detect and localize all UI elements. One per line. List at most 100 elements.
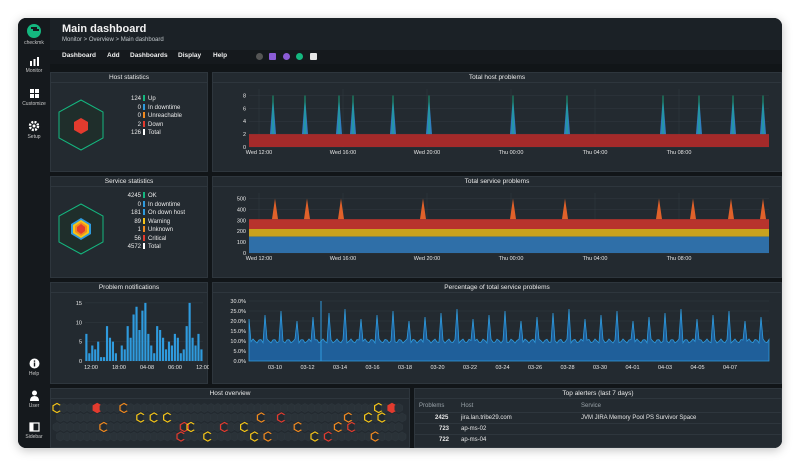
problem-notifications-chart[interactable]: 0 5 10 15 12:00 18:00 04-08 06:00 12:00: [51, 295, 209, 385]
service-problems-panel: Total service problems 0 100 200 300 400 500 W…: [212, 176, 782, 278]
menu-help[interactable]: Help: [213, 52, 228, 59]
cube-icon[interactable]: [282, 53, 290, 60]
sidebar-item-label: Setup: [27, 134, 41, 140]
sidebar-item-help[interactable]: Help: [18, 358, 50, 377]
bar: [97, 341, 100, 361]
sidebar: checkmk Monitor Customize Setup He: [18, 18, 50, 448]
percentage-chart[interactable]: 0.0% 5.0% 10.0% 15.0% 20.0% 25.0% 30.0% 03-10 03…: [213, 295, 782, 385]
host-overview-grid[interactable]: [51, 401, 411, 448]
x-tick-label: 03-22: [463, 365, 477, 371]
refresh-icon[interactable]: [296, 53, 304, 60]
menu-bar: Dashboard Add Dashboards Display Help: [50, 50, 782, 64]
table-row[interactable]: 723 ap-ms-02: [415, 423, 781, 434]
table-row[interactable]: 2425 jira.lan.tribe29.com JVM JIRA Memor…: [415, 412, 781, 423]
x-tick-label: 03-14: [333, 365, 347, 371]
area-series-percentage: [248, 308, 770, 362]
host-hex-problem: [179, 421, 189, 433]
x-tick-label: 04-07: [723, 365, 737, 371]
x-tick-label: Thu 08:00: [667, 150, 692, 156]
sidebar-item-setup[interactable]: Setup: [18, 120, 50, 140]
bar: [156, 326, 159, 361]
table-header: Problems Host Service: [415, 401, 781, 412]
stat-row-in-downtime[interactable]: 0 In downtime: [137, 200, 181, 208]
stat-row-up[interactable]: 124 Up: [130, 95, 156, 102]
menu-dashboards[interactable]: Dashboards: [130, 52, 168, 59]
spike-mark: [760, 198, 766, 220]
y-tick-label: 6: [243, 106, 246, 112]
stat-row-ok[interactable]: 4245 OK: [127, 192, 157, 199]
menu-add[interactable]: Add: [107, 52, 120, 59]
y-tick-label: 20.0%: [230, 319, 246, 325]
host-hex: [143, 412, 152, 423]
checkmk-logo-icon: [27, 24, 41, 38]
sidebar-item-label: Monitor: [25, 68, 43, 74]
problem-notifications-panel: Problem notifications 0 5 10 15 12:00 18:00 04…: [50, 282, 209, 385]
sidebar-item-customize[interactable]: Customize: [18, 88, 50, 107]
col-service[interactable]: Service: [581, 403, 602, 409]
bar: [176, 337, 179, 361]
gear-icon: [28, 120, 40, 132]
table-row[interactable]: 722 ap-ms-04: [415, 434, 781, 445]
breadcrumb[interactable]: Monitor > Overview > Main dashboard: [62, 37, 164, 43]
stat-row-total[interactable]: 4572 Total: [127, 243, 161, 250]
y-tick-label: 5.0%: [233, 349, 246, 355]
service-problems-chart[interactable]: 0 100 200 300 400 500 Wed 12:00 Wed 16:00 Wed 20…: [213, 189, 782, 279]
bar: [200, 349, 203, 361]
y-tick-label: 400: [237, 207, 246, 213]
bar-chart-icon: [29, 57, 39, 66]
service-hexagon: [58, 203, 104, 255]
app-window: checkmk Monitor Customize Setup He: [18, 18, 782, 448]
sidebar-item-user[interactable]: User: [18, 390, 50, 409]
y-tick-label: 300: [237, 218, 246, 224]
sidebar-item-sidebar[interactable]: Sidebar: [18, 422, 50, 440]
spike-mark: [338, 198, 344, 220]
bar: [100, 357, 103, 361]
stat-row-down[interactable]: 2 Down: [137, 120, 164, 128]
host-problems-chart[interactable]: 0 2 4 6 8 Wed 12:00 Wed 16:00 Wed 20:00 Thu 00:0…: [213, 85, 782, 173]
bar: [150, 345, 153, 361]
stat-row-total[interactable]: 126 Total: [130, 129, 161, 136]
panel-title: Host statistics: [51, 74, 207, 83]
menu-display[interactable]: Display: [178, 52, 202, 59]
bar: [144, 302, 147, 361]
checkmk-logo[interactable]: checkmk: [18, 24, 50, 46]
stat-row-critical[interactable]: 56 Critical: [134, 234, 167, 242]
x-tick-label: 04-03: [658, 365, 672, 371]
warning-icon[interactable]: [269, 53, 277, 60]
menu-dashboard[interactable]: Dashboard: [62, 52, 96, 59]
y-tick-label: 5: [79, 340, 82, 346]
stat-row-unknown[interactable]: 1 Unknown: [137, 226, 174, 233]
sidebar-item-monitor[interactable]: Monitor: [18, 56, 50, 74]
stat-row-on-down-host[interactable]: 181 On down host: [130, 209, 186, 216]
stat-row-in-downtime[interactable]: 0 In downtime: [137, 103, 181, 111]
host-hex: [92, 422, 102, 432]
y-tick-label: 500: [237, 196, 246, 202]
stat-row-unreachable[interactable]: 0 Unreachable: [137, 112, 183, 119]
x-tick-label: 03-10: [268, 365, 282, 371]
window-icon[interactable]: [309, 53, 317, 60]
x-tick-label: 03-24: [495, 365, 509, 371]
panel-title: Percentage of total service problems: [213, 284, 781, 293]
host-hex: [367, 403, 377, 413]
y-tick-label: 10.0%: [230, 339, 246, 345]
bar: [94, 349, 97, 361]
bar: [141, 310, 144, 361]
y-tick-label: 0: [79, 359, 82, 365]
col-host[interactable]: Host: [461, 403, 474, 409]
host-hex: [394, 403, 403, 413]
x-tick-label: Thu 04:00: [583, 256, 608, 262]
x-tick-label: Thu 00:00: [499, 150, 524, 156]
toolbar-icons: [256, 53, 319, 61]
percentage-panel: Percentage of total service problems 0.0…: [212, 282, 782, 384]
filter-icon[interactable]: [256, 53, 263, 60]
user-icon: [29, 390, 39, 401]
bar: [159, 330, 162, 361]
x-tick-label: 03-16: [365, 365, 379, 371]
host-hex: [173, 422, 182, 432]
x-tick-label: 03-30: [593, 365, 607, 371]
stat-row-warning[interactable]: 89 Warning: [134, 217, 171, 225]
sidebar-item-label: Help: [28, 371, 40, 377]
bar: [129, 337, 132, 361]
spike-mark: [562, 198, 568, 220]
col-problems[interactable]: Problems: [419, 403, 445, 409]
